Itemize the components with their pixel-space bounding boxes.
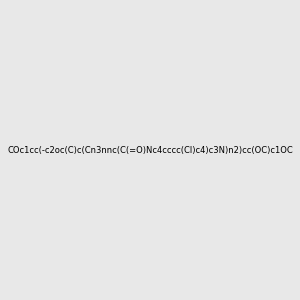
Text: COc1cc(-c2oc(C)c(Cn3nnc(C(=O)Nc4cccc(Cl)c4)c3N)n2)cc(OC)c1OC: COc1cc(-c2oc(C)c(Cn3nnc(C(=O)Nc4cccc(Cl)…	[7, 146, 293, 154]
